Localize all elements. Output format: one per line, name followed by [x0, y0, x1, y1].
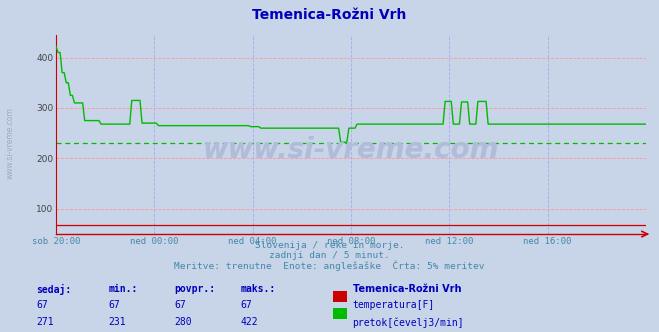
Text: maks.:: maks.: [241, 284, 275, 294]
Text: 67: 67 [36, 300, 48, 310]
Text: zadnji dan / 5 minut.: zadnji dan / 5 minut. [269, 251, 390, 260]
Text: Temenica-Rožni Vrh: Temenica-Rožni Vrh [252, 8, 407, 22]
Text: www.si-vreme.com: www.si-vreme.com [5, 107, 14, 179]
Text: Slovenija / reke in morje.: Slovenija / reke in morje. [255, 241, 404, 250]
Text: www.si-vreme.com: www.si-vreme.com [203, 136, 499, 164]
Text: 231: 231 [109, 317, 127, 327]
Text: min.:: min.: [109, 284, 138, 294]
Text: Meritve: trenutne  Enote: anglešaške  Črta: 5% meritev: Meritve: trenutne Enote: anglešaške Črta… [174, 261, 485, 271]
Text: 67: 67 [109, 300, 121, 310]
Text: povpr.:: povpr.: [175, 284, 215, 294]
Text: 67: 67 [175, 300, 186, 310]
Text: 422: 422 [241, 317, 258, 327]
Text: pretok[čevelj3/min]: pretok[čevelj3/min] [353, 317, 464, 328]
Text: 67: 67 [241, 300, 252, 310]
Text: Temenica-Rožni Vrh: Temenica-Rožni Vrh [353, 284, 461, 294]
Text: 271: 271 [36, 317, 54, 327]
Text: 280: 280 [175, 317, 192, 327]
Text: sedaj:: sedaj: [36, 284, 71, 295]
Text: temperatura[F]: temperatura[F] [353, 300, 435, 310]
